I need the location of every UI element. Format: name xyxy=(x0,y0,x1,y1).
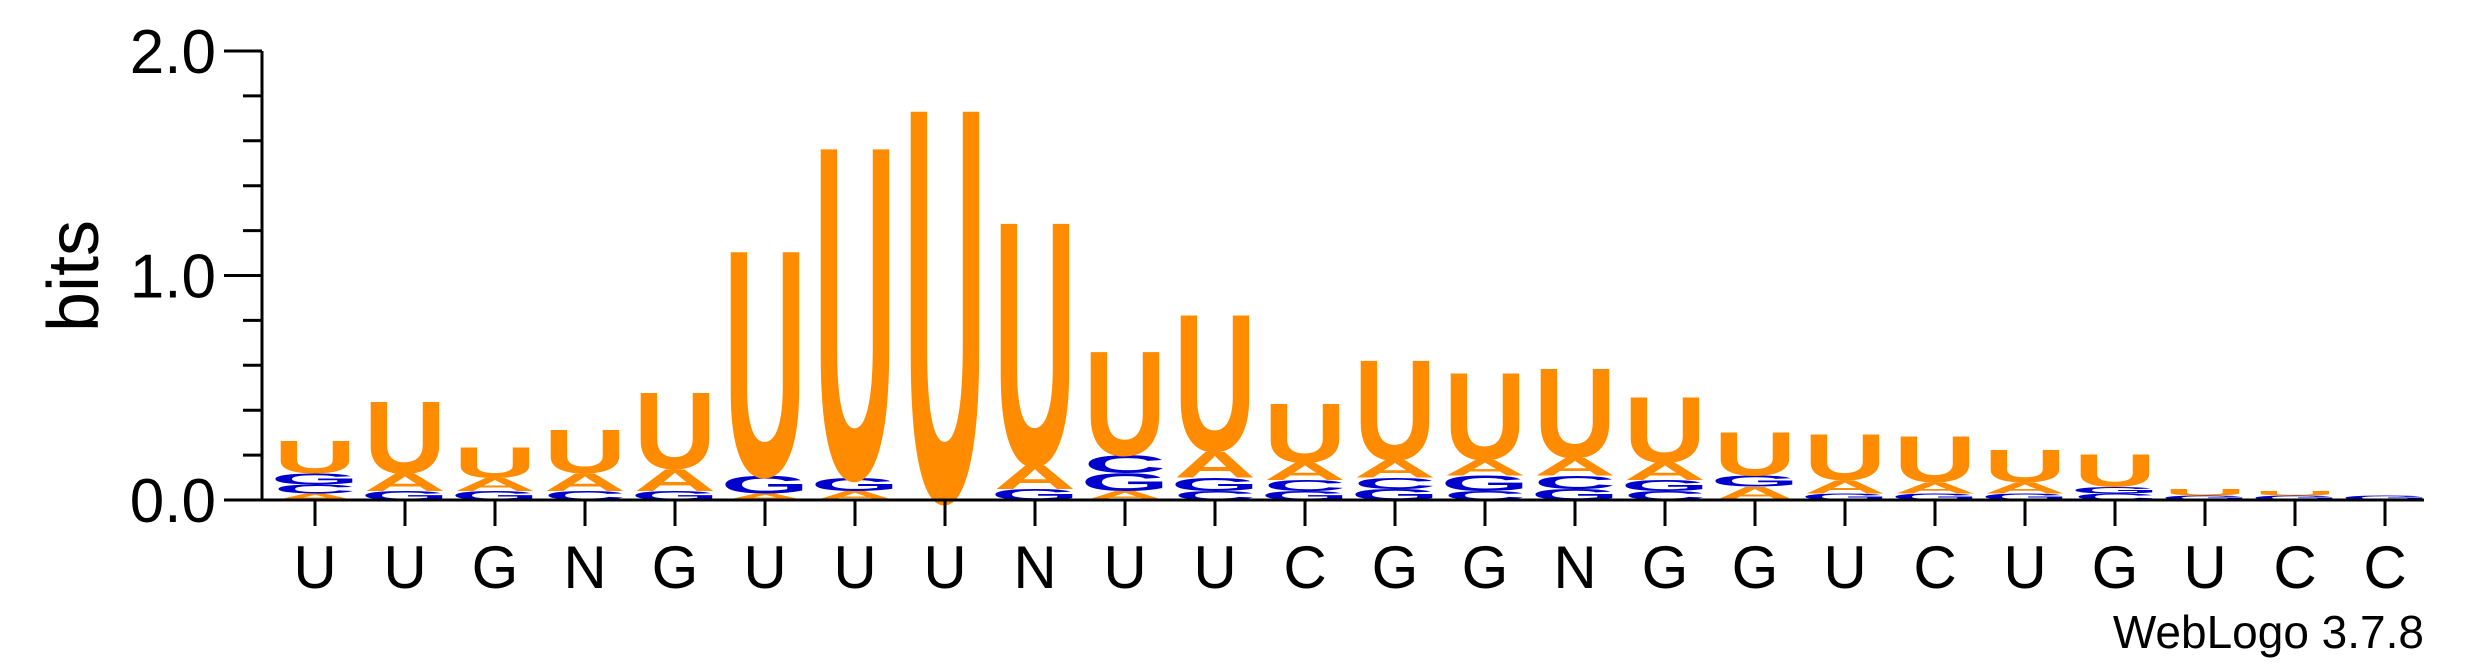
x-tick-label: N xyxy=(1013,534,1056,601)
x-tick-label: U xyxy=(2003,534,2046,601)
x-tick-label: G xyxy=(1372,534,1419,601)
logo-letter-A: A xyxy=(994,458,1076,496)
logo-letter-A: A xyxy=(1354,455,1436,483)
logo-letter-U: U xyxy=(364,380,446,495)
x-tick-label: C xyxy=(2273,534,2316,601)
logo-letter-U: U xyxy=(994,149,1076,539)
logo-letter-G: G xyxy=(1891,492,1980,502)
x-tick-label: U xyxy=(1823,534,1866,601)
x-tick-label: C xyxy=(1283,534,1326,601)
x-tick-label: G xyxy=(2092,534,2139,601)
y-tick-label: 0.0 xyxy=(130,467,216,536)
logo-letter-U: U xyxy=(454,439,536,488)
x-tick-label: U xyxy=(743,534,786,601)
logo-letter-U: U xyxy=(1624,378,1706,482)
logo-letter-A: A xyxy=(1444,456,1526,480)
logo-letter-A: A xyxy=(454,474,536,495)
weblogo-credit: WebLogo 3.7.8 xyxy=(2113,606,2424,658)
logo-letter-U: U xyxy=(1174,274,1256,493)
x-tick-label: G xyxy=(652,534,699,601)
logo-letter-U: U xyxy=(1444,348,1526,487)
x-tick-label: G xyxy=(1642,534,1689,601)
x-tick-label: N xyxy=(1553,534,1596,601)
logo-letter-U: U xyxy=(2164,487,2246,497)
x-tick-label: U xyxy=(833,534,876,601)
x-tick-label: U xyxy=(1193,534,1236,601)
logo-letter-C: C xyxy=(1354,475,1436,492)
logo-letter-U: U xyxy=(1354,331,1436,490)
logo-letter-U: U xyxy=(544,417,626,486)
y-axis-label: bits xyxy=(34,220,114,332)
logo-letter-U: U xyxy=(724,182,806,545)
logo-letter-G: G xyxy=(2161,494,2250,501)
x-tick-label: C xyxy=(2363,534,2406,601)
y-ticks: 0.0 1.0 2.0 xyxy=(130,18,262,536)
logo-letter-G: G xyxy=(271,470,360,487)
x-tick-label: G xyxy=(472,534,519,601)
logo-letter-G: G xyxy=(1801,492,1890,502)
y-tick-label: 2.0 xyxy=(130,18,216,87)
logo-letter-U: U xyxy=(634,370,716,492)
logo-letter-A: A xyxy=(1624,457,1706,485)
logo-letter-G: G xyxy=(721,471,810,499)
logo-letter-A: A xyxy=(1174,444,1256,486)
logo-letter-U: U xyxy=(1264,386,1346,480)
logo-letter-G: G xyxy=(1981,492,2070,502)
x-tick-label: G xyxy=(1732,534,1779,601)
x-tick-label: N xyxy=(563,534,606,601)
x-tick-label: U xyxy=(1103,534,1146,601)
logo-letter-G: G xyxy=(1171,474,1260,495)
logo-letter-C: C xyxy=(2074,492,2156,502)
logo-letter-C: C xyxy=(1084,451,1166,479)
logo-letter-A: A xyxy=(1264,457,1346,485)
logo-letter-G: G xyxy=(1441,472,1530,496)
logo-letter-G: G xyxy=(811,474,900,495)
logo-letter-G: G xyxy=(1621,477,1710,494)
logo-letter-A: A xyxy=(1894,479,1976,496)
logo-letter-A: A xyxy=(1984,479,2066,496)
logo-letter-U: U xyxy=(814,47,896,579)
logo-letter-U: U xyxy=(1984,440,2066,492)
logo-letter-U: U xyxy=(1714,420,1796,489)
logo-letter-U: U xyxy=(1084,321,1166,488)
x-tick-label: U xyxy=(383,534,426,601)
logo-letter-C: C xyxy=(1534,472,1616,493)
logo-letter-G: G xyxy=(2251,494,2340,501)
x-tick-label: U xyxy=(293,534,336,601)
logo-letter-U: U xyxy=(2254,490,2336,497)
logo-letter-C: C xyxy=(1264,477,1346,494)
logo-letter-G: G xyxy=(1081,469,1170,497)
logo-letter-U: U xyxy=(1534,341,1616,485)
x-tick-label: U xyxy=(2183,534,2226,601)
logo-letter-U: U xyxy=(274,431,356,483)
logo-letter-G: G xyxy=(2071,485,2160,495)
logo-letter-A: A xyxy=(544,469,626,497)
x-tick-label: C xyxy=(1913,534,1956,601)
logo-letter-U: U xyxy=(1894,423,1976,496)
logo-letter-A: A xyxy=(274,492,356,502)
x-tick-label: G xyxy=(1462,534,1509,601)
logo-letter-A: A xyxy=(364,469,446,497)
x-tick-label: U xyxy=(923,534,966,601)
logo-letter-G: G xyxy=(2341,494,2430,501)
logo-letter-U: U xyxy=(1804,421,1886,494)
logo-letter-G: G xyxy=(1711,473,1800,490)
logo-letter-C: C xyxy=(274,482,356,496)
logo-letter-A: A xyxy=(1804,477,1886,498)
logo-letter-A: A xyxy=(1534,453,1616,481)
logo-letter-A: A xyxy=(724,492,806,502)
logo-letter-U: U xyxy=(2074,445,2156,497)
logo-letter-U: U xyxy=(904,0,986,621)
y-tick-label: 1.0 xyxy=(130,243,216,312)
logo-letter-A: A xyxy=(634,463,716,498)
